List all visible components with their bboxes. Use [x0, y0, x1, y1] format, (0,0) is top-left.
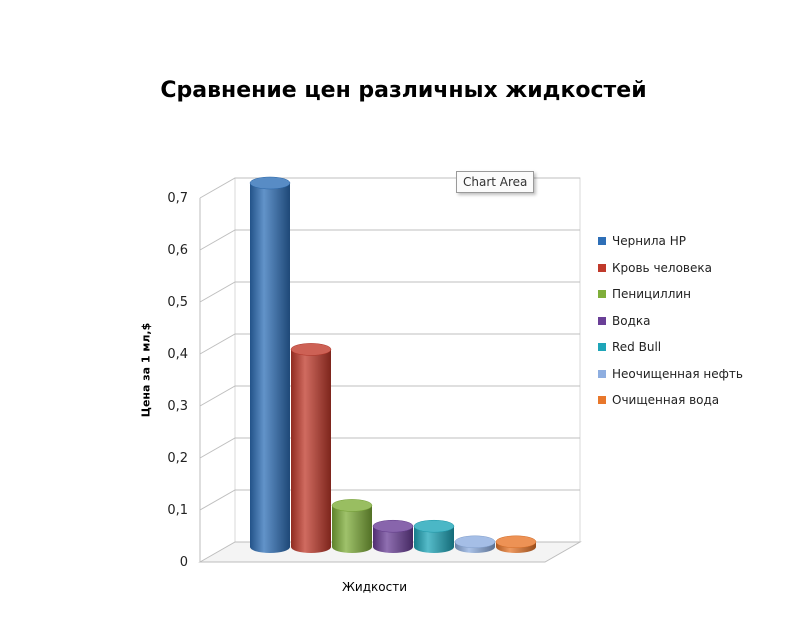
legend-label: Red Bull — [612, 340, 662, 355]
legend-item: Кровь человека — [598, 255, 743, 282]
legend-item: Неочищенная нефть — [598, 361, 743, 388]
x-axis-label: Жидкости — [342, 580, 407, 594]
legend: Чернила HP Кровь человека Пенициллин Водка R… — [598, 228, 743, 414]
legend-item: Очищенная вода — [598, 387, 743, 414]
legend-swatch — [598, 343, 606, 352]
gridline — [199, 281, 580, 303]
legend-item: Red Bull — [598, 334, 743, 361]
bar-top-5 — [454, 535, 496, 549]
y-tick-label: 0,5 — [167, 295, 188, 310]
bar-cylinder-1 — [291, 349, 331, 553]
bar-top-4 — [413, 519, 455, 533]
gridline — [199, 333, 580, 355]
legend-item: Пенициллин — [598, 281, 743, 308]
legend-label: Очищенная вода — [612, 393, 720, 408]
legend-swatch — [598, 237, 606, 246]
y-tick-label: 0 — [180, 555, 188, 570]
bar-cylinder-4 — [414, 526, 454, 553]
legend-swatch — [598, 263, 606, 272]
bar-cylinder-3 — [373, 526, 413, 553]
gridline — [199, 437, 580, 459]
legend-label: Кровь человека — [612, 260, 712, 275]
gridline — [199, 489, 580, 511]
legend-label: Неочищенная нефть — [612, 366, 743, 381]
gridline — [199, 385, 580, 407]
y-tick-label: 0,7 — [167, 191, 188, 206]
legend-item: Водка — [598, 308, 743, 335]
legend-item: Чернила HP — [598, 228, 743, 255]
bar-top-2 — [331, 499, 373, 512]
y-tick-label: 0,6 — [167, 243, 188, 258]
legend-swatch — [598, 396, 606, 405]
y-tick-label: 0,2 — [167, 451, 188, 466]
legend-swatch — [598, 290, 606, 299]
chart-area-tooltip: Chart Area — [456, 171, 535, 193]
legend-label: Пенициллин — [612, 287, 692, 302]
bar-cylinder-2 — [332, 505, 372, 553]
gridline — [199, 229, 580, 251]
y-tick-label: 0,4 — [167, 347, 188, 362]
bar-top-1 — [290, 343, 332, 356]
y-tick-label: 0,1 — [167, 503, 188, 518]
legend-swatch — [598, 369, 606, 378]
bar-cylinder-0 — [250, 183, 290, 553]
bar-top-6 — [495, 535, 537, 549]
legend-label: Водка — [612, 313, 651, 328]
legend-label: Чернила HP — [612, 234, 686, 249]
bar-top-3 — [372, 519, 414, 533]
y-axis-label: Цена за 1 мл,$ — [139, 322, 153, 418]
y-tick-label: 0,3 — [167, 399, 188, 414]
bar-top-0 — [249, 176, 291, 190]
chart-title: Сравнение цен различных жидкостей — [160, 78, 647, 103]
legend-swatch — [598, 316, 606, 325]
